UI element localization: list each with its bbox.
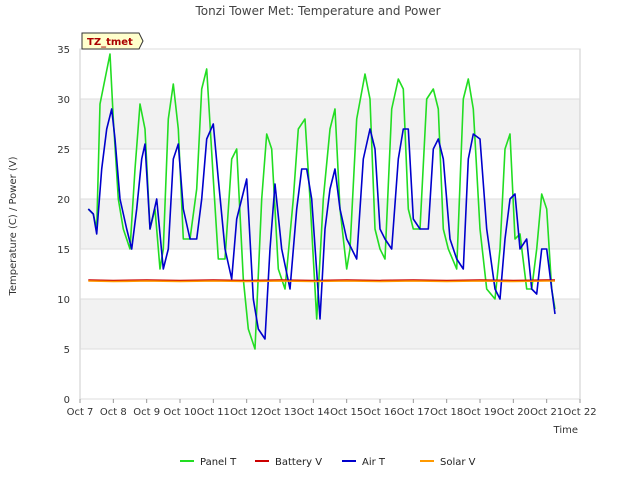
series-lines — [87, 53, 556, 350]
x-tick-label: Oct 8 — [100, 407, 127, 418]
x-tick-label: Oct 18 — [430, 407, 463, 418]
x-tick-label: Oct 9 — [133, 407, 160, 418]
x-tick-label: Oct 16 — [363, 407, 396, 418]
x-tick-label: Oct 13 — [263, 407, 296, 418]
legend: Panel T Battery V Air T Solar V — [180, 457, 476, 468]
band-2 — [80, 99, 580, 149]
plot-background-bands — [80, 99, 580, 349]
series-line-battery-v — [88, 279, 555, 282]
y-tick-label: 25 — [57, 145, 70, 156]
x-tick-label: Oct 21 — [530, 407, 563, 418]
x-tick-label: Oct 7 — [67, 407, 94, 418]
y-tick-label: 35 — [57, 45, 70, 56]
band-0 — [80, 299, 580, 349]
badge-box — [81, 32, 144, 50]
badge-label: TZ_tmet — [87, 37, 133, 48]
y-axis-title: Temperature (C) / Power (V) — [8, 156, 19, 296]
x-tick-label: Oct 19 — [463, 407, 496, 418]
legend-label: Air T — [362, 457, 386, 468]
x-tick-label: Oct 11 — [197, 407, 230, 418]
y-tick-label: 0 — [64, 395, 70, 406]
y-tick-label: 10 — [57, 295, 70, 306]
y-tick-label: 20 — [57, 195, 70, 206]
y-axis-ticks: 0 5 10 15 20 25 30 35 — [57, 45, 70, 406]
series-line-air-t — [87, 108, 556, 340]
y-tick-label: 30 — [57, 95, 70, 106]
x-tick-label: Oct 20 — [497, 407, 530, 418]
chart-title: Tonzi Tower Met: Temperature and Power — [194, 4, 440, 18]
series-badge: TZ_tmet — [81, 32, 144, 50]
x-axis-ticks: Oct 7 Oct 8 Oct 9 Oct 10 Oct 11 Oct 12 Oct 13 O… — [67, 399, 597, 418]
x-tick-label: Oct 10 — [163, 407, 196, 418]
y-tick-label: 15 — [57, 245, 70, 256]
x-tick-label: Oct 17 — [397, 407, 430, 418]
x-tick-label: Oct 12 — [230, 407, 263, 418]
series-line-solar-v — [88, 280, 555, 283]
y-tick-label: 5 — [64, 345, 70, 356]
x-tick-label: Oct 22 — [563, 407, 596, 418]
legend-label: Solar V — [440, 457, 476, 468]
x-tick-label: Oct 14 — [297, 407, 330, 418]
x-axis-title: Time — [553, 425, 578, 436]
legend-label: Battery V — [275, 457, 322, 468]
legend-label: Panel T — [200, 457, 237, 468]
x-tick-label: Oct 15 — [330, 407, 363, 418]
